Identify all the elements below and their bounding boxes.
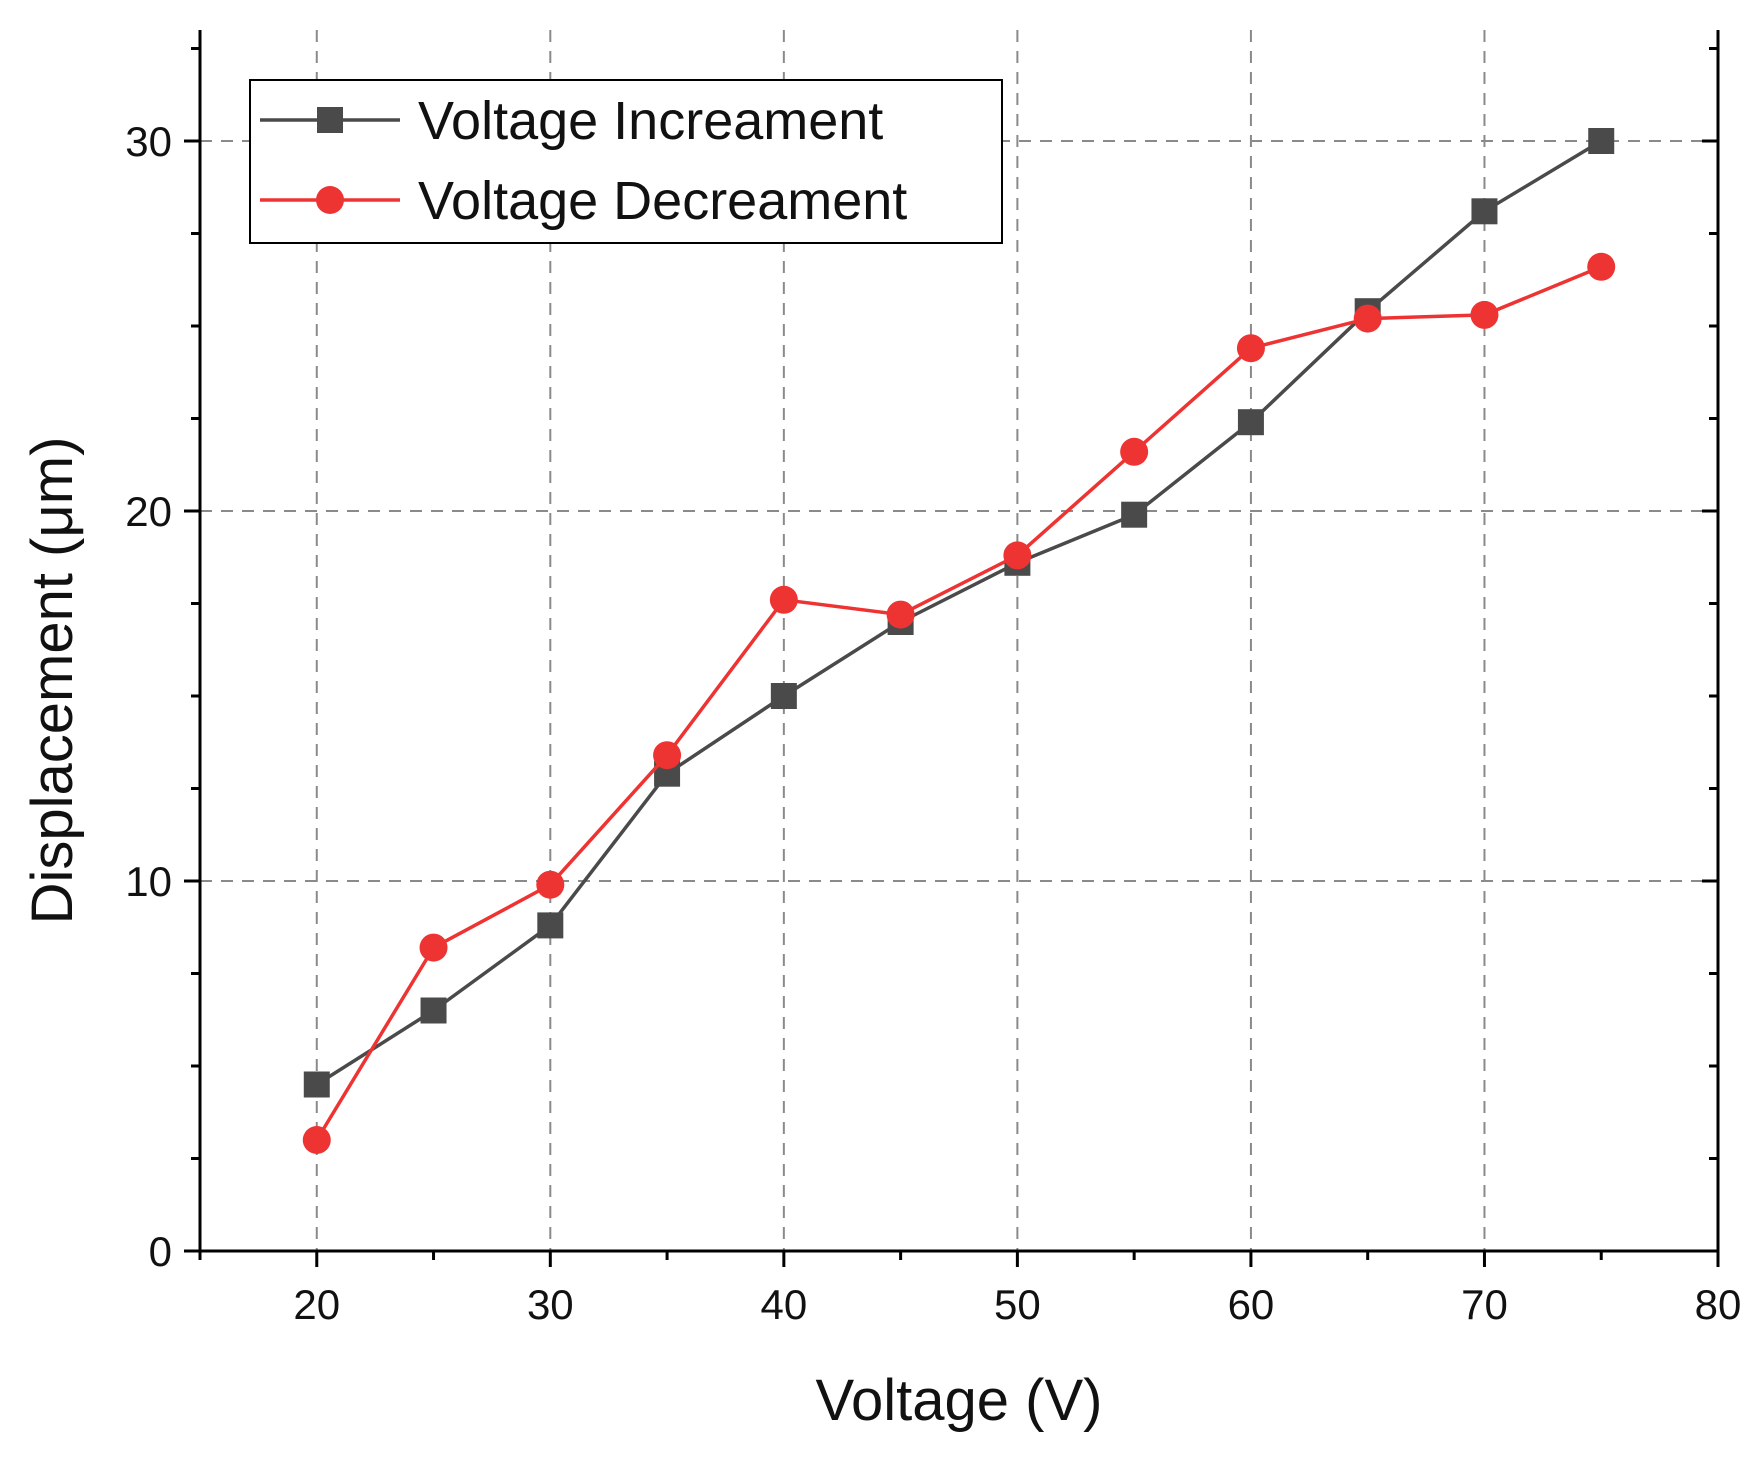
data-point: [1587, 252, 1616, 281]
x-tick-label: 70: [1461, 1281, 1508, 1328]
data-point: [1470, 300, 1499, 329]
x-tick-label: 80: [1695, 1281, 1742, 1328]
legend-label: Voltage Decreament: [418, 171, 907, 231]
data-point: [302, 1126, 331, 1154]
data-point: [1121, 501, 1148, 528]
legend: Voltage Increament Voltage Decreament: [249, 79, 1003, 244]
data-point: [886, 600, 915, 629]
data-point: [419, 933, 448, 962]
data-point: [420, 997, 447, 1024]
series-line: [315, 139, 1603, 1086]
legend-box: [249, 79, 1003, 244]
data-point: [1353, 304, 1382, 333]
data-point: [537, 912, 564, 939]
legend-item: Voltage Increament: [260, 91, 883, 151]
x-tick-label: 50: [994, 1281, 1041, 1328]
axes: 20 30 40 50 60 70 80 0 10 20 30: [125, 30, 1741, 1328]
data-point: [303, 1071, 330, 1098]
y-tick-label: 30: [125, 118, 172, 165]
y-tick-label: 10: [125, 858, 172, 905]
data-point: [1237, 409, 1264, 436]
data-point: [1120, 437, 1149, 466]
x-tick-label: 20: [293, 1281, 340, 1328]
series-layer: [302, 128, 1616, 1154]
data-point: [770, 683, 797, 709]
data-point: [1471, 198, 1498, 225]
y-axis-title: Displacement (μm): [20, 437, 85, 925]
series-2: [302, 252, 1616, 1154]
x-tick-label: 40: [760, 1281, 807, 1328]
legend-label: Voltage Increament: [418, 91, 883, 151]
data-point: [769, 585, 798, 614]
data-point: [653, 741, 682, 770]
y-tick-label: 0: [149, 1228, 172, 1275]
data-point: [536, 870, 565, 899]
x-tick-label: 30: [527, 1281, 574, 1328]
series-1: [303, 128, 1615, 1098]
data-point: [1588, 128, 1615, 154]
data-point: [1003, 541, 1032, 570]
legend-marker: [317, 107, 343, 133]
y-tick-label: 20: [125, 488, 172, 535]
series-line: [315, 265, 1602, 1141]
x-tick-label: 60: [1228, 1281, 1275, 1328]
x-axis-title: Voltage (V): [816, 1368, 1103, 1433]
legend-marker: [316, 186, 344, 214]
axis-frame: [198, 30, 1720, 1253]
legend-item: Voltage Decreament: [260, 171, 907, 231]
data-point: [1236, 334, 1265, 363]
